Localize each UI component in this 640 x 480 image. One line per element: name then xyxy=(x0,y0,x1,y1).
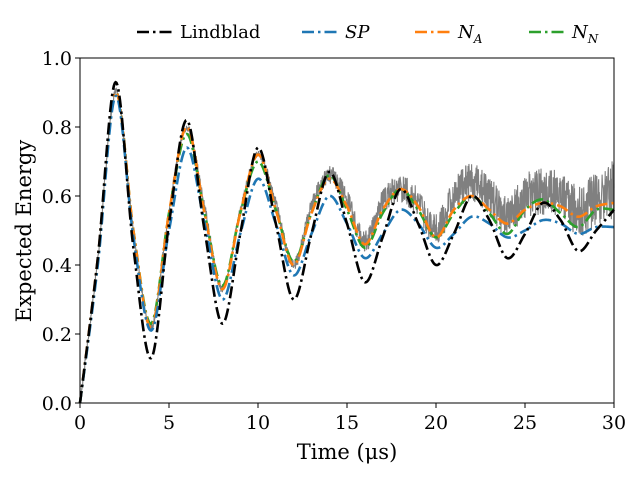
y-tick-label: 1.0 xyxy=(42,48,72,70)
legend-label: NA xyxy=(457,22,483,46)
legend-label: NN xyxy=(571,22,599,46)
legend-entry: SP xyxy=(302,22,370,43)
legend-entry: NN xyxy=(529,22,599,46)
legend-entry: NA xyxy=(415,22,483,46)
y-tick-label: 0.8 xyxy=(42,117,72,139)
x-tick-label: 5 xyxy=(163,412,175,434)
x-tick-label: 25 xyxy=(513,412,537,434)
series-line-lindblad xyxy=(78,80,615,404)
y-axis: 0.0 0.2 0.4 0.6 0.8 1.0 xyxy=(42,48,80,415)
series-line-noisy xyxy=(79,87,615,402)
legend-entry: Lindblad xyxy=(137,22,260,43)
x-tick-label: 0 xyxy=(74,412,86,434)
x-tick-label: 20 xyxy=(424,412,448,434)
x-axis: 0 5 10 15 20 25 30 xyxy=(74,403,626,434)
legend-label: Lindblad xyxy=(180,22,260,43)
y-tick-label: 0.0 xyxy=(42,393,72,415)
x-tick-label: 10 xyxy=(246,412,270,434)
series-line-sp xyxy=(78,94,615,404)
series-line-n-n xyxy=(78,91,615,404)
series-line-n-a xyxy=(78,91,615,404)
x-tick-label: 30 xyxy=(602,412,626,434)
y-tick-label: 0.6 xyxy=(42,186,72,208)
y-tick-label: 0.4 xyxy=(42,255,72,277)
x-axis-label: Time (μs) xyxy=(297,440,398,464)
legend: Lindblad SP NA NN xyxy=(137,22,599,46)
x-tick-label: 15 xyxy=(335,412,359,434)
y-tick-label: 0.2 xyxy=(42,324,72,346)
plot-lines xyxy=(78,80,615,404)
legend-label: SP xyxy=(345,22,370,43)
plot-frame xyxy=(79,57,615,404)
y-axis-label: Expected Energy xyxy=(12,140,36,323)
